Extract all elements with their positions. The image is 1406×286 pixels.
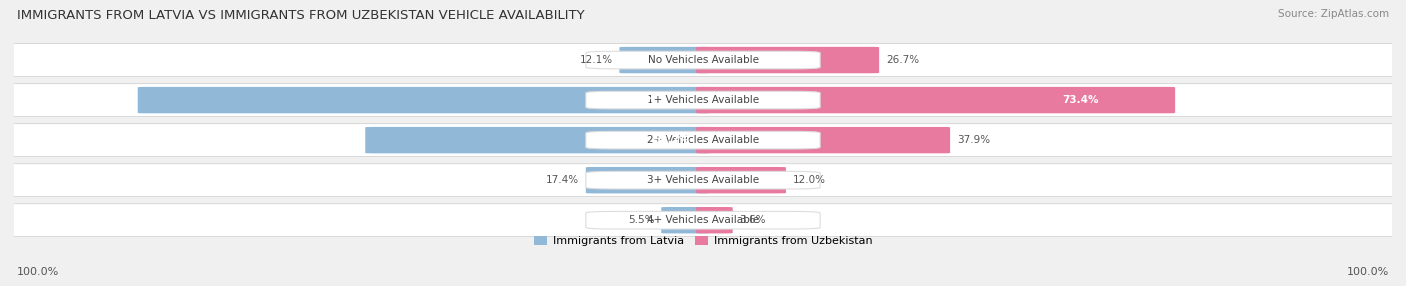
FancyBboxPatch shape	[620, 47, 710, 73]
Text: 88.1%: 88.1%	[619, 95, 655, 105]
FancyBboxPatch shape	[586, 131, 820, 149]
FancyBboxPatch shape	[586, 211, 820, 229]
FancyBboxPatch shape	[138, 87, 710, 113]
FancyBboxPatch shape	[586, 51, 820, 69]
FancyBboxPatch shape	[696, 127, 950, 153]
Text: 1+ Vehicles Available: 1+ Vehicles Available	[647, 95, 759, 105]
Text: 2+ Vehicles Available: 2+ Vehicles Available	[647, 135, 759, 145]
Text: 52.2%: 52.2%	[654, 135, 689, 145]
FancyBboxPatch shape	[696, 47, 879, 73]
FancyBboxPatch shape	[696, 207, 733, 233]
FancyBboxPatch shape	[696, 167, 786, 193]
Text: No Vehicles Available: No Vehicles Available	[648, 55, 758, 65]
FancyBboxPatch shape	[7, 204, 1399, 237]
Text: 17.4%: 17.4%	[546, 175, 579, 185]
FancyBboxPatch shape	[7, 44, 1399, 76]
Text: 4+ Vehicles Available: 4+ Vehicles Available	[647, 215, 759, 225]
Text: 12.1%: 12.1%	[579, 55, 613, 65]
FancyBboxPatch shape	[7, 124, 1399, 156]
FancyBboxPatch shape	[696, 87, 1175, 113]
FancyBboxPatch shape	[7, 164, 1399, 196]
Text: IMMIGRANTS FROM LATVIA VS IMMIGRANTS FROM UZBEKISTAN VEHICLE AVAILABILITY: IMMIGRANTS FROM LATVIA VS IMMIGRANTS FRO…	[17, 9, 585, 21]
FancyBboxPatch shape	[586, 167, 710, 193]
Text: 26.7%: 26.7%	[886, 55, 920, 65]
Text: 3.6%: 3.6%	[740, 215, 766, 225]
FancyBboxPatch shape	[586, 171, 820, 189]
Text: 37.9%: 37.9%	[957, 135, 990, 145]
Legend: Immigrants from Latvia, Immigrants from Uzbekistan: Immigrants from Latvia, Immigrants from …	[529, 231, 877, 251]
FancyBboxPatch shape	[586, 91, 820, 109]
Text: 3+ Vehicles Available: 3+ Vehicles Available	[647, 175, 759, 185]
Text: 73.4%: 73.4%	[1062, 95, 1098, 105]
FancyBboxPatch shape	[7, 84, 1399, 116]
Text: 5.5%: 5.5%	[628, 215, 654, 225]
Text: Source: ZipAtlas.com: Source: ZipAtlas.com	[1278, 9, 1389, 19]
Text: 100.0%: 100.0%	[1347, 267, 1389, 277]
Text: 12.0%: 12.0%	[793, 175, 825, 185]
FancyBboxPatch shape	[366, 127, 710, 153]
FancyBboxPatch shape	[661, 207, 710, 233]
Text: 100.0%: 100.0%	[17, 267, 59, 277]
